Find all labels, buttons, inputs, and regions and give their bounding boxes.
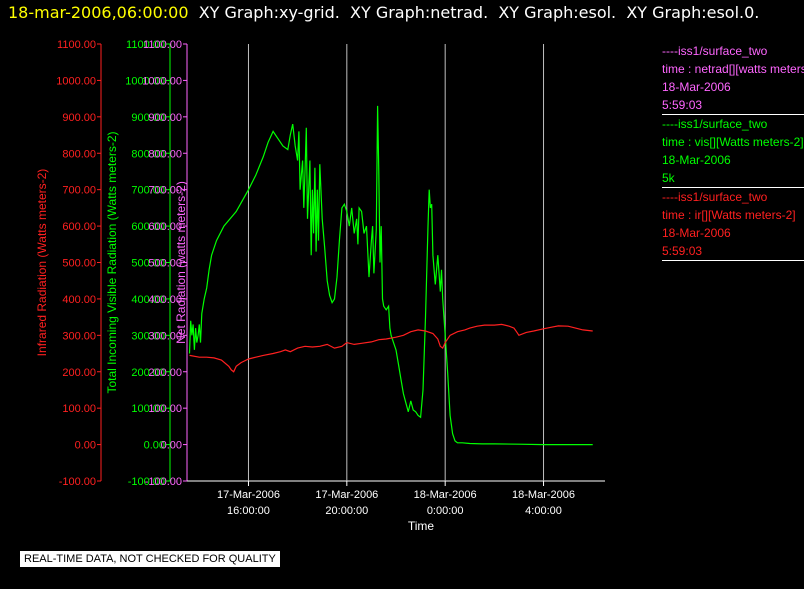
y-tick-label: 100.00: [62, 403, 96, 415]
x-tick-label: 0:00:00: [427, 505, 464, 517]
y-tick-label: 600.00: [131, 221, 165, 233]
y-tick-label: 300.00: [131, 330, 165, 342]
y-tick-label: 800.00: [131, 148, 165, 160]
y-tick-label: 1000.00: [142, 75, 182, 87]
x-tick-label: 18-Mar-2006: [414, 489, 477, 501]
x-tick-label: 16:00:00: [227, 505, 270, 517]
y-tick-label: 600.00: [148, 221, 182, 233]
y-tick-label: 1100.00: [126, 39, 165, 51]
y-tick-label: 500.00: [148, 258, 182, 270]
y-tick-label: 700.00: [62, 185, 96, 197]
y-tick-label: -100.00: [145, 476, 182, 488]
x-tick-label: 17-Mar-2006: [217, 489, 280, 501]
y-tick-label: 600.00: [62, 221, 96, 233]
legend-entry-line: ----iss1/surface_two: [662, 190, 768, 204]
legend-entry-line: 18-Mar-2006: [662, 80, 731, 94]
y-tick-label: 1000.00: [125, 75, 165, 87]
y-tick-label: 300.00: [62, 330, 96, 342]
header-title: XY Graph:esol.: [488, 3, 617, 22]
legend-entry-line: 5k: [662, 171, 675, 185]
y-tick-label: 400.00: [148, 294, 182, 306]
y-tick-label: 800.00: [62, 148, 96, 160]
y-tick-label: 800.00: [148, 148, 182, 160]
legend-entry-line: time : netrad[][watts meters-2]: [662, 62, 804, 76]
quality-notice: REAL-TIME DATA, NOT CHECKED FOR QUALITY: [20, 551, 280, 567]
y-tick-label: 400.00: [131, 294, 165, 306]
legend-entry-line: 18-Mar-2006: [662, 226, 731, 240]
x-tick-label: 4:00:00: [525, 505, 562, 517]
y-tick-label: 0.00: [75, 440, 96, 452]
header-timestamp: 18-mar-2006,06:00:00: [8, 3, 189, 22]
header-title: XY Graph:esol.0.: [616, 3, 760, 22]
y-tick-label: 1100.00: [57, 39, 96, 51]
y-tick-label: 700.00: [148, 185, 182, 197]
header-title: XY Graph:xy-grid.: [188, 3, 340, 22]
legend-entry-line: 5:59:03: [662, 244, 703, 258]
y-axis-label-netrad: Net Radiation (watts meters-2): [174, 181, 188, 344]
y-tick-label: 900.00: [148, 112, 182, 124]
y-tick-label: 900.00: [62, 112, 96, 124]
y-tick-label: 0.00: [161, 440, 182, 452]
legend-entry-line: 18-Mar-2006: [662, 153, 731, 167]
y-tick-label: -100.00: [128, 476, 165, 488]
y-tick-label: 200.00: [62, 367, 96, 379]
y-tick-label: 100.00: [131, 403, 165, 415]
legend-entry-line: ----iss1/surface_two: [662, 117, 768, 131]
y-tick-label: 0.00: [144, 440, 165, 452]
x-axis-label: Time: [408, 519, 435, 533]
y-tick-label: 200.00: [148, 367, 182, 379]
legend-entry-line: time : vis[][Watts meters-2]: [662, 135, 804, 149]
legend-entry-line: time : ir[][Watts meters-2]: [662, 208, 796, 222]
y-tick-label: 1100.00: [143, 39, 182, 51]
y-tick-label: 700.00: [131, 185, 165, 197]
y-axis-label-vis: Total Incoming Visible Radiation (Watts …: [105, 131, 119, 393]
series-line-0: [188, 105, 593, 446]
y-tick-label: 400.00: [62, 294, 96, 306]
y-axis-label-ir: Infrared Radiation (Watts meters-2): [35, 169, 49, 357]
series-line-1: [189, 323, 593, 373]
legend-entry-line: ----iss1/surface_two: [662, 44, 768, 58]
y-tick-label: -100.00: [59, 476, 96, 488]
x-tick-label: 18-Mar-2006: [512, 489, 575, 501]
y-tick-label: 100.00: [148, 403, 182, 415]
y-tick-label: 900.00: [131, 112, 165, 124]
y-tick-label: 200.00: [131, 367, 165, 379]
y-tick-label: 1000.00: [56, 75, 96, 87]
x-tick-label: 17-Mar-2006: [315, 489, 378, 501]
graph-header: 18-mar-2006,06:00:00 XY Graph:xy-grid. X…: [8, 3, 759, 22]
x-tick-label: 20:00:00: [325, 505, 368, 517]
y-tick-label: 300.00: [148, 330, 182, 342]
header-title: XY Graph:netrad.: [339, 3, 489, 22]
y-tick-label: 500.00: [131, 258, 165, 270]
y-tick-label: 500.00: [62, 258, 96, 270]
legend-entry-line: 5:59:03: [662, 98, 703, 112]
